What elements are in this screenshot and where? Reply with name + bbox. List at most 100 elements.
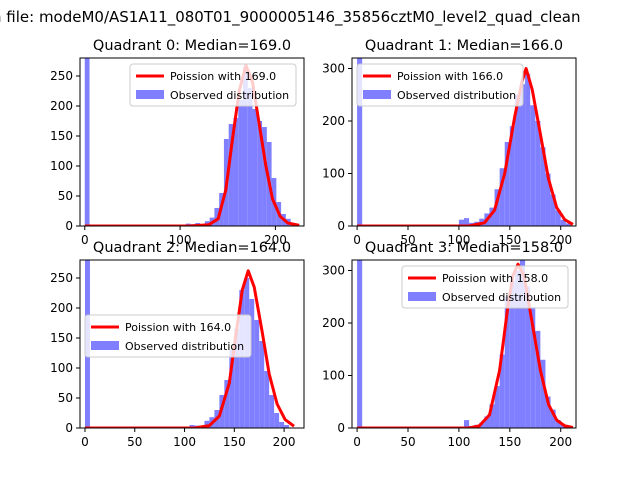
histogram-bar <box>204 420 210 428</box>
histogram-bar <box>464 420 470 428</box>
histogram-bar <box>242 67 248 226</box>
legend-label-poisson: Poission with 169.0 <box>170 70 276 83</box>
axes-frame <box>79 259 305 429</box>
histogram-bar <box>514 94 520 226</box>
histogram-bar <box>550 194 556 226</box>
histogram-bar <box>489 404 495 428</box>
histogram-bar <box>249 299 255 428</box>
legend-label-poisson: Poission with 158.0 <box>442 272 548 285</box>
histogram-bar <box>484 416 490 428</box>
histogram-bar <box>229 350 235 428</box>
histogram-bar <box>540 147 546 226</box>
x-tick-label: 200 <box>264 233 287 247</box>
histogram-bar <box>520 84 526 226</box>
histogram-bar <box>494 386 500 428</box>
x-tick-label: 0 <box>353 233 361 247</box>
histogram-bar <box>555 210 561 226</box>
histogram-bar <box>509 281 515 428</box>
x-tick-label: 100 <box>447 435 470 449</box>
histogram-bar <box>525 286 531 428</box>
axes-frame <box>351 57 577 227</box>
y-tick-label: 150 <box>50 129 73 143</box>
x-tick-label: 0 <box>81 233 89 247</box>
axes-frame <box>351 259 577 429</box>
legend-box <box>401 265 569 309</box>
histogram-bar <box>262 127 267 226</box>
histogram-bar <box>228 124 234 226</box>
legend-box <box>129 63 297 107</box>
legend-label-poisson: Poission with 164.0 <box>125 321 231 334</box>
histogram-bar <box>284 425 290 428</box>
histogram-bar <box>259 341 265 428</box>
y-tick-label: 100 <box>50 361 73 375</box>
x-tick-label: 50 <box>400 233 415 247</box>
histogram-bar <box>274 413 280 428</box>
axes-frame <box>79 57 305 227</box>
histogram-bar <box>504 142 510 226</box>
histogram-bar <box>514 270 520 428</box>
y-tick-label: 150 <box>50 331 73 345</box>
histogram-bar <box>535 121 541 226</box>
y-tick-label: 0 <box>65 219 73 233</box>
histogram-bar <box>555 420 561 428</box>
y-tick-label: 300 <box>322 62 345 76</box>
y-tick-label: 100 <box>50 159 73 173</box>
quadrant-3-plot: 0 50 100 150 200 0 100 200 300 Quadrant 3: Median… <box>322 240 577 449</box>
quadrant-0-plot: 0 100 200 0 50 100 150 200 250 Quadrant 0: Median… <box>50 38 305 247</box>
y-tick-label: 200 <box>50 99 73 113</box>
histogram-bar <box>530 307 536 428</box>
poisson-curve <box>357 262 574 428</box>
legend-box <box>356 63 524 107</box>
x-tick-label: 150 <box>498 233 521 247</box>
histogram-bar <box>525 73 531 226</box>
histogram-bar <box>545 173 551 226</box>
histogram-bar <box>214 208 220 226</box>
legend-label-observed: Observed distribution <box>397 89 516 102</box>
histogram-bar <box>504 296 510 428</box>
histogram-bar <box>357 58 363 226</box>
legend: Poission with 169.0 Observed distribution <box>129 63 297 107</box>
x-tick-label: 100 <box>173 435 196 449</box>
legend-label-observed: Observed distribution <box>442 291 561 304</box>
legend: Poission with 158.0 Observed distribution <box>401 265 569 309</box>
histogram-bar <box>509 126 515 226</box>
legend-bar-swatch <box>136 90 164 99</box>
x-tick-label: 150 <box>498 435 521 449</box>
legend-box <box>84 314 252 358</box>
histogram-bar <box>565 223 571 226</box>
legend-bar-swatch <box>91 341 119 350</box>
legend-bar-swatch <box>363 90 391 99</box>
legend-label-observed: Observed distribution <box>170 89 289 102</box>
histogram-bar <box>535 330 541 428</box>
x-tick-label: 200 <box>549 435 572 449</box>
y-tick-label: 200 <box>322 316 345 330</box>
histogram-bar <box>520 260 526 428</box>
histogram-bar <box>233 118 239 226</box>
poisson-curve <box>85 269 295 428</box>
quadrant-3-title: Quadrant 3: Median=158.0 <box>365 240 563 256</box>
histogram-bar <box>494 189 500 226</box>
x-tick-label: 100 <box>169 233 192 247</box>
quadrant-1-title: Quadrant 1: Median=166.0 <box>365 38 563 54</box>
histogram-bar <box>550 409 556 428</box>
poisson-curve <box>357 67 574 226</box>
quadrant-1-plot: 0 50 100 150 200 0 100 200 300 Quadrant 1: Median… <box>322 38 577 247</box>
histogram-bar <box>499 354 505 428</box>
x-tick-label: 0 <box>353 435 361 449</box>
histogram-bar <box>254 320 260 428</box>
histogram-bar <box>279 422 285 428</box>
histogram-bar <box>560 219 566 226</box>
y-tick-label: 50 <box>58 391 73 405</box>
y-tick-label: 200 <box>50 301 73 315</box>
histogram-bar <box>252 109 258 226</box>
histogram-bar <box>84 58 90 226</box>
histogram-bar <box>530 105 536 226</box>
y-tick-label: 300 <box>322 264 345 278</box>
histogram-bar <box>264 371 270 428</box>
x-tick-label: 50 <box>127 435 142 449</box>
histogram-bar <box>234 329 240 428</box>
histogram-bar <box>540 359 546 428</box>
x-tick-label: 100 <box>447 233 470 247</box>
histogram-bar <box>357 260 363 428</box>
legend-label-observed: Observed distribution <box>125 340 244 353</box>
